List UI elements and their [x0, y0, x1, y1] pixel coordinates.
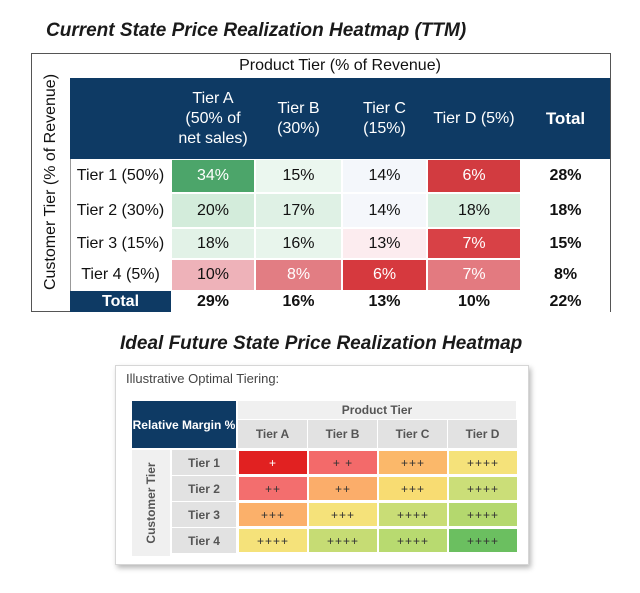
total-cell: 28%	[521, 159, 610, 193]
heatmap-cell: +++	[378, 450, 448, 475]
heatmap-cell: 7%	[427, 228, 521, 259]
future-heatmap-title: Ideal Future State Price Realization Hea…	[120, 333, 523, 354]
heatmap-cell: ++++	[448, 476, 518, 501]
total-cell: 22%	[521, 291, 610, 312]
heatmap-cell: ++++	[378, 528, 448, 553]
heatmap-cell: +	[238, 450, 308, 475]
column-header-tier-c: Tier C	[378, 420, 448, 448]
row-label-tier-3: Tier 3 (15%)	[76, 234, 165, 252]
heatmap-cell: 6%	[342, 259, 427, 291]
column-header-tier-c: Tier C (15%)	[342, 78, 427, 159]
customer-tier-axis-label: Customer Tier	[144, 462, 158, 544]
heatmap-cell: 16%	[255, 228, 342, 259]
customer-tier-axis: Customer Tier (% of Revenue)	[32, 54, 71, 311]
heatmap-cell: +++	[378, 476, 448, 501]
heatmap-cell: +++	[308, 502, 378, 527]
heatmap-cell: 20%	[171, 193, 255, 228]
column-header-tier-b: Tier B	[308, 420, 378, 448]
total-cell: 10%	[427, 291, 521, 312]
column-header-total: Total	[521, 78, 610, 159]
column-header-tier-d: Tier D (5%)	[427, 78, 521, 159]
heatmap-cell: 10%	[171, 259, 255, 291]
row-label-tier-2: Tier 2	[172, 476, 236, 501]
current-state-heatmap: Customer Tier (% of Revenue) Product Tie…	[31, 53, 611, 312]
heatmap-cell: ++++	[448, 528, 518, 553]
heatmap-cell: 18%	[171, 228, 255, 259]
total-cell: 29%	[171, 291, 255, 312]
total-cell: 16%	[255, 291, 342, 312]
total-cell: 18%	[521, 193, 610, 228]
heatmap-cell: +++	[238, 502, 308, 527]
heatmap-cell: 34%	[171, 159, 255, 193]
row-label-tier-4: Tier 4	[172, 528, 236, 553]
heatmap-cell: ++	[308, 476, 378, 501]
product-tier-axis-label: Product Tier (% of Revenue)	[70, 54, 610, 79]
customer-tier-axis: Customer Tier	[132, 450, 170, 556]
customer-tier-axis-label: Customer Tier (% of Revenue)	[42, 73, 59, 291]
heatmap-cell: 18%	[427, 193, 521, 228]
future-state-heatmap: Relative Margin % Product Tier Customer …	[126, 393, 518, 556]
product-tier-header: Product Tier	[238, 401, 516, 419]
column-header-tier-d: Tier D	[448, 420, 518, 448]
column-header-tier-b: Tier B (30%)	[255, 78, 342, 159]
row-label-tier-4: Tier 4 (5%)	[81, 266, 160, 283]
column-header-tier-a: Tier A (50% of net sales)	[171, 78, 255, 159]
heatmap-cell: ++++	[238, 528, 308, 553]
header-corner	[70, 78, 171, 159]
heatmap-cell: 6%	[427, 159, 521, 193]
row-label-tier-3: Tier 3	[172, 502, 236, 527]
column-header-tier-a: Tier A	[238, 420, 308, 448]
heatmap-cell: 15%	[255, 159, 342, 193]
row-label-tier-1: Tier 1 (50%)	[76, 167, 165, 184]
heatmap-cell: 14%	[342, 193, 427, 228]
heatmap-cell: ++++	[448, 450, 518, 475]
row-label-tier-1: Tier 1	[172, 450, 236, 475]
total-cell: 13%	[342, 291, 427, 312]
illustrative-subtitle: Illustrative Optimal Tiering:	[126, 371, 280, 386]
future-state-card: Illustrative Optimal Tiering: Relative M…	[115, 365, 529, 565]
heatmap-cell: 17%	[255, 193, 342, 228]
relative-margin-header: Relative Margin %	[132, 401, 236, 448]
total-cell: 8%	[521, 259, 610, 291]
heatmap-cell: 13%	[342, 228, 427, 259]
heatmap-cell: 8%	[255, 259, 342, 291]
heatmap-cell: 14%	[342, 159, 427, 193]
total-cell: 15%	[521, 228, 610, 259]
heatmap-cell: 7%	[427, 259, 521, 291]
row-label-tier-2: Tier 2 (30%)	[76, 201, 165, 219]
heatmap-cell: + +	[308, 450, 378, 475]
heatmap-cell: ++	[238, 476, 308, 501]
heatmap-cell: ++++	[308, 528, 378, 553]
row-label-total: Total	[70, 291, 171, 312]
current-heatmap-title: Current State Price Realization Heatmap …	[46, 20, 467, 41]
heatmap-cell: ++++	[448, 502, 518, 527]
heatmap-cell: ++++	[378, 502, 448, 527]
